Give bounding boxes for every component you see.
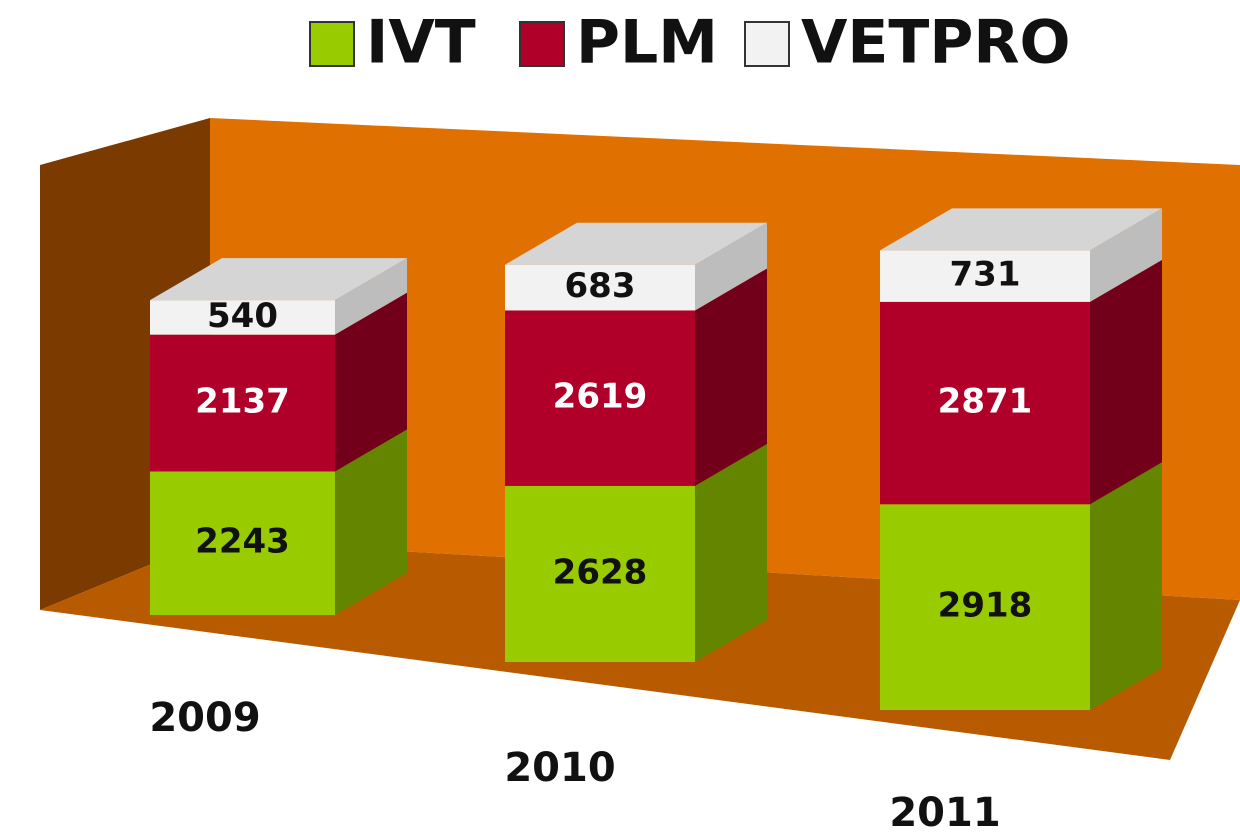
bar <box>880 301 1090 505</box>
legend-swatch <box>519 21 565 67</box>
value-label: 2871 <box>938 382 1033 422</box>
bar-side <box>335 292 407 472</box>
value-label: 540 <box>207 296 278 336</box>
bar-side <box>695 268 767 486</box>
bar <box>880 504 1090 710</box>
value-label: 683 <box>565 266 636 306</box>
bar-side <box>695 222 767 311</box>
bar-side <box>1090 208 1162 302</box>
bar <box>505 310 695 486</box>
bar-side <box>1090 259 1162 505</box>
value-label: 2137 <box>195 382 290 422</box>
bar-top <box>150 258 407 301</box>
value-label: 2918 <box>938 586 1033 626</box>
value-label: 731 <box>950 255 1021 295</box>
bar <box>150 471 335 615</box>
value-label: 2619 <box>553 377 648 417</box>
bar <box>880 250 1090 302</box>
legend-label: IVT <box>366 8 476 78</box>
legend-label: VETPRO <box>801 8 1071 78</box>
bar-side <box>335 258 407 335</box>
legend-label: PLM <box>576 8 718 78</box>
legend-swatch <box>744 21 790 67</box>
category-label: 2011 <box>889 790 1000 836</box>
bar <box>505 264 695 311</box>
legend-swatch <box>309 21 355 67</box>
value-label: 2243 <box>195 522 290 562</box>
bar-side <box>335 429 407 615</box>
bar-top <box>505 222 767 265</box>
category-label: 2010 <box>504 745 615 791</box>
bar <box>150 334 335 472</box>
bar <box>150 300 335 335</box>
bar <box>505 485 695 662</box>
category-label: 2009 <box>149 695 260 741</box>
bar-top <box>880 208 1162 251</box>
bar-side <box>1090 462 1162 710</box>
value-label: 2628 <box>553 552 648 592</box>
bar-side <box>695 443 767 662</box>
